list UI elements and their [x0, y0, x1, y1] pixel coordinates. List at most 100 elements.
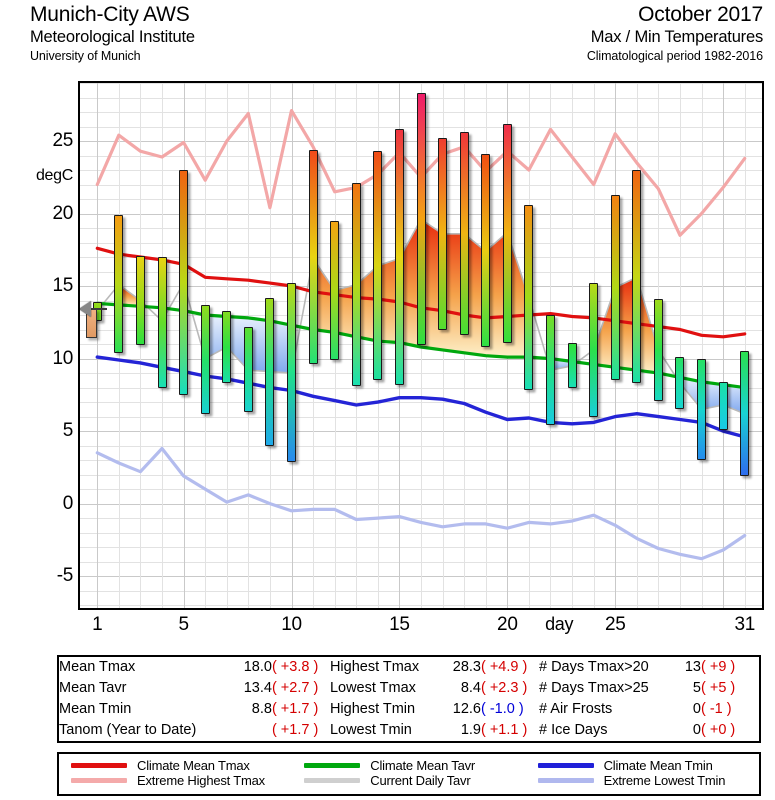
stat-label: Highest Tmin	[329, 701, 416, 717]
stat-value: 28.3	[452, 659, 481, 675]
temperature-bar-day-22[interactable]	[545, 315, 555, 426]
temperature-bar-day-7[interactable]	[222, 310, 232, 384]
institute-name: Meteorological Institute	[30, 28, 195, 46]
temperature-bar-day-11[interactable]	[308, 149, 318, 365]
warm-anomaly-band	[593, 277, 659, 374]
climatological-period: Climatological period 1982-2016	[586, 49, 763, 63]
temperature-bar-day-14[interactable]	[373, 151, 383, 381]
legend-item: Climate Mean Tmax	[59, 758, 292, 773]
legend-swatch-icon	[304, 778, 361, 783]
temperature-bar-day-20[interactable]	[502, 123, 512, 343]
stat-anomaly: ( +1.7 )	[271, 722, 319, 738]
gridline-v	[723, 83, 725, 608]
temperature-bar-day-6[interactable]	[200, 304, 210, 414]
plot-inner	[80, 83, 762, 608]
temperature-bar-day-5[interactable]	[179, 170, 189, 395]
stat-anomaly: ( -1 )	[701, 701, 732, 717]
chart-subtitle: Max / Min Temperatures	[590, 28, 763, 46]
temperature-bar-day-24[interactable]	[589, 283, 599, 417]
gridline-v	[140, 83, 142, 608]
y-tick-10: 10	[52, 347, 73, 369]
chart-header: Munich-City AWS Meteorological Institute…	[0, 0, 775, 78]
station-title: Munich-City AWS	[30, 3, 190, 26]
y-tick-5: 5	[62, 420, 74, 442]
temperature-bar-day-17[interactable]	[438, 138, 448, 330]
statistics-table: Mean Tmax 18.0( +3.8 ) Highest Tmax 28.3( +…	[57, 655, 761, 743]
temperature-bar-day-31[interactable]	[740, 351, 750, 477]
temperature-bar-day-13[interactable]	[351, 183, 361, 387]
stats-row: Mean Tavr 13.4( +2.7 ) Lowest Tmax 8.4( +2.…	[59, 678, 759, 699]
stat-label: Mean Tmin	[59, 701, 132, 717]
legend-label: Extreme Highest Tmax	[137, 773, 265, 788]
y-tick-20: 20	[52, 202, 73, 224]
legend-swatch-icon	[537, 763, 594, 768]
legend-swatch-icon	[71, 778, 127, 783]
y-tick-25: 25	[52, 130, 73, 151]
plot-area[interactable]	[78, 81, 764, 610]
temperature-bar-day-25[interactable]	[610, 194, 620, 381]
stats-row: Tanom (Year to Date) ( +1.7 ) Lowest Tmin 1…	[59, 720, 759, 741]
stat-anomaly: ( +1.1 )	[480, 722, 528, 738]
temperature-bar-day-26[interactable]	[632, 170, 642, 384]
legend-item: Extreme Lowest Tmin	[526, 773, 759, 788]
temperature-bar-day-4[interactable]	[157, 257, 167, 388]
stat-label: Mean Tmax	[59, 659, 136, 675]
stat-label: Tanom (Year to Date)	[59, 722, 197, 738]
stat-label: # Days Tmax>20	[538, 659, 649, 675]
header-left-block: Munich-City AWS Meteorological Institute…	[30, 2, 195, 65]
stat-anomaly: ( +1.7 )	[271, 701, 319, 717]
stat-anomaly: ( +0 )	[701, 722, 736, 738]
stat-value: 0	[692, 701, 701, 717]
temperature-bar-day-8[interactable]	[243, 326, 253, 413]
legend-swatch-icon	[304, 763, 361, 768]
stat-label: Lowest Tmin	[329, 722, 412, 738]
legend-item: Current Daily Tavr	[292, 773, 525, 788]
temperature-bar-day-19[interactable]	[481, 154, 491, 347]
temperature-bar-day-21[interactable]	[524, 204, 534, 391]
gridline-v	[97, 83, 99, 608]
stat-label: # Ice Days	[538, 722, 608, 738]
stat-value: 1.9	[460, 722, 481, 738]
temperature-bar-day-15[interactable]	[394, 129, 404, 385]
temperature-bar-day-9[interactable]	[265, 297, 275, 446]
stat-value: 8.8	[251, 701, 272, 717]
stat-anomaly: ( +2.3 )	[480, 680, 528, 696]
university-name: University of Munich	[30, 49, 141, 63]
legend-swatch-icon	[71, 763, 127, 768]
x-tick-25: 25	[604, 614, 626, 635]
stat-value: 13	[684, 659, 701, 675]
x-tick-1: 1	[92, 614, 103, 635]
mean-tavr-arrowhead-icon	[80, 301, 91, 318]
legend-label: Extreme Lowest Tmin	[603, 773, 726, 788]
stat-value: 8.4	[460, 680, 481, 696]
stat-value: 0	[692, 722, 701, 738]
temperature-bar-day-2[interactable]	[114, 214, 124, 353]
temperature-bar-day-28[interactable]	[675, 357, 685, 410]
gridline-v	[701, 83, 703, 608]
x-axis-title: day	[545, 614, 574, 634]
stat-label: Lowest Tmax	[329, 680, 416, 696]
temperature-bar-day-3[interactable]	[135, 255, 145, 346]
stat-label: # Days Tmax>25	[538, 680, 649, 696]
temperature-bar-day-29[interactable]	[697, 358, 707, 461]
mean-tavr-arrow-line	[80, 308, 107, 311]
stat-anomaly: ( +2.7 )	[271, 680, 319, 696]
stat-anomaly: ( -1.0 )	[480, 701, 524, 717]
x-tick-31: 31	[734, 614, 755, 635]
temperature-bar-day-12[interactable]	[330, 220, 340, 360]
stat-label: # Air Frosts	[538, 701, 613, 717]
y-tick--5: -5	[56, 565, 74, 587]
temperature-bar-day-10[interactable]	[287, 283, 296, 462]
y-tick-15: 15	[52, 275, 73, 297]
temperature-bar-day-30[interactable]	[718, 381, 728, 430]
temperature-bar-day-16[interactable]	[416, 93, 426, 346]
stat-value: 18.0	[243, 659, 272, 675]
temperature-bar-day-23[interactable]	[567, 342, 577, 388]
stat-anomaly: ( +5 )	[701, 680, 736, 696]
legend-label: Climate Mean Tmax	[137, 758, 250, 773]
temperature-bar-day-18[interactable]	[459, 132, 469, 336]
stats-grid: Mean Tmax 18.0( +3.8 ) Highest Tmax 28.3( +…	[59, 657, 759, 741]
header-right-block: October 2017 Max / Min Temperatures Clim…	[587, 2, 763, 65]
temperature-bar-day-27[interactable]	[653, 299, 663, 401]
